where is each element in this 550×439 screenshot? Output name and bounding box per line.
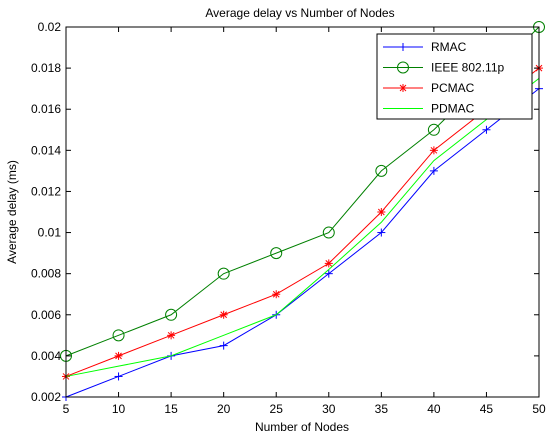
- data-point-star: [399, 84, 407, 92]
- legend-entry: RMAC: [383, 40, 467, 54]
- series-pdmac: [65, 77, 540, 377]
- data-point-plus: [482, 125, 491, 134]
- y-tick-label: 0.014: [31, 143, 61, 157]
- y-tick-label: 0.016: [31, 102, 61, 116]
- data-point-circle: [270, 247, 283, 260]
- y-tick-label: 0.012: [31, 184, 61, 198]
- legend-entry: IEEE 802.11p: [383, 61, 504, 75]
- x-tick-label: 40: [427, 402, 441, 416]
- legend-entry: PDMAC: [383, 102, 475, 116]
- data-point-plus: [377, 228, 386, 237]
- x-tick-label: 45: [480, 402, 494, 416]
- y-tick-label: 0.01: [38, 226, 62, 240]
- data-point-star: [377, 208, 386, 216]
- tick-layer: 5 10 15 20 25 30 35 40 45 50 0.002 0.004 0.006 0.008 0…: [31, 20, 546, 416]
- y-tick-label: 0.018: [31, 61, 61, 75]
- data-point-star: [429, 146, 438, 155]
- x-tick-label: 15: [164, 402, 178, 416]
- x-tick-label: 30: [322, 402, 336, 416]
- data-point-star: [219, 310, 228, 319]
- data-point-circle: [397, 61, 409, 74]
- data-point-plus: [399, 43, 407, 51]
- y-tick-label: 0.004: [31, 349, 61, 363]
- legend-label: RMAC: [431, 40, 467, 54]
- x-tick-label: 35: [375, 402, 389, 416]
- y-axis-title: Average delay (ms): [5, 160, 19, 264]
- data-point-plus: [324, 269, 333, 278]
- data-point-star: [324, 259, 333, 268]
- x-tick-label: 20: [217, 402, 231, 416]
- data-point-circle: [427, 123, 440, 136]
- y-tick-label: 0.006: [31, 308, 61, 322]
- x-tick-label: 50: [532, 402, 546, 416]
- x-tick-label: 5: [63, 402, 70, 416]
- data-point-circle: [165, 308, 178, 321]
- data-point-circle: [217, 267, 230, 280]
- y-tick-label: 0.02: [38, 20, 62, 34]
- plot-frame: [65, 26, 540, 398]
- legend-entry: PCMAC: [383, 81, 475, 95]
- data-point-circle: [112, 329, 125, 342]
- series-line: [65, 88, 540, 398]
- data-point-plus: [114, 372, 123, 381]
- data-point-star: [114, 351, 123, 360]
- series-line: [65, 67, 540, 377]
- x-tick-label: 10: [112, 402, 126, 416]
- data-point-star: [272, 290, 281, 299]
- data-point-plus: [429, 166, 438, 175]
- legend: RMAC IEEE 802.11p PCMAC PDMAC: [376, 33, 533, 120]
- series-line: [65, 77, 540, 377]
- y-tick-label: 0.008: [31, 267, 61, 281]
- legend-label: IEEE 802.11p: [431, 61, 504, 75]
- data-point-plus: [219, 341, 228, 350]
- legend-label: PDMAC: [431, 102, 475, 116]
- y-tick-label: 0.002: [31, 390, 61, 404]
- x-tick-label: 25: [270, 402, 284, 416]
- chart-title: Average delay vs Number of Nodes: [205, 6, 394, 20]
- legend-label: PCMAC: [431, 81, 475, 95]
- data-point-star: [167, 331, 176, 340]
- data-point-circle: [375, 164, 388, 177]
- data-point-circle: [322, 226, 335, 239]
- x-axis-title: Number of Nodes: [255, 420, 349, 434]
